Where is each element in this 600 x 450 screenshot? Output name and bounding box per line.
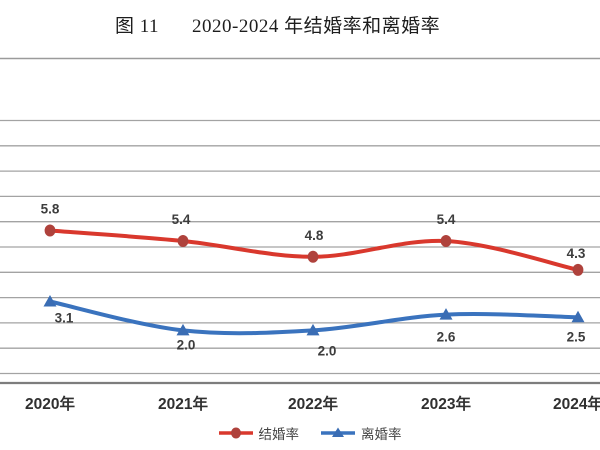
x-axis-label: 2024年 [553,394,600,413]
marriage-rate-point-marker [44,224,56,237]
divorce-rate-point-marker [306,323,320,336]
legend-item-divorce-rate: 离婚率 [321,423,402,443]
marriage-rate-point-marker [440,235,452,247]
marriage-rate-point-marker [177,235,189,247]
marriage-rate-data-label: 5.8 [41,202,60,217]
marriage-rate-data-label: 5.4 [172,212,191,227]
divorce-rate-data-label: 2.6 [437,330,456,345]
x-axis-label: 2022年 [288,394,338,413]
legend-label-divorce-rate: 离婚率 [361,427,402,442]
x-axis-label: 2021年 [158,394,208,413]
marriage-rate-data-label: 5.4 [437,212,456,227]
divorce-rate-legend-marker-icon [321,427,355,437]
marriage-rate-point-marker [572,263,584,276]
divorce-rate-point-marker [176,323,190,336]
divorce-rate-point-marker [43,295,57,307]
legend-triangle-marker [332,427,344,437]
marriage-rate-data-label: 4.3 [567,246,586,261]
figure-title: 图 11 2020-2024 年结婚率和离婚率 [115,11,440,38]
divorce-rate-point-marker [439,308,453,320]
divorce-rate-data-label: 2.0 [318,343,337,358]
figure-title-text: 2020-2024 年结婚率和离婚率 [192,16,441,37]
marriage-rate-legend-marker-icon [218,427,253,439]
legend-circle-marker [230,427,241,439]
legend-label-marriage-rate: 结婚率 [258,427,300,442]
figure-number: 图 11 [115,16,160,37]
chart-legend: 结婚率 离婚率 [10,423,600,443]
legend-item-marriage-rate: 结婚率 [218,423,300,443]
divorce-rate-data-label: 2.5 [567,329,586,344]
divorce-rate-data-label: 3.1 [55,311,74,326]
divorce-rate-point-marker [571,310,585,323]
x-axis-label: 2020年 [25,394,75,413]
divorce-rate-data-label: 2.0 [177,337,196,352]
x-axis-label: 2023年 [421,394,471,413]
marriage-rate-point-marker [307,250,319,263]
marriage-rate-data-label: 4.8 [305,228,324,243]
